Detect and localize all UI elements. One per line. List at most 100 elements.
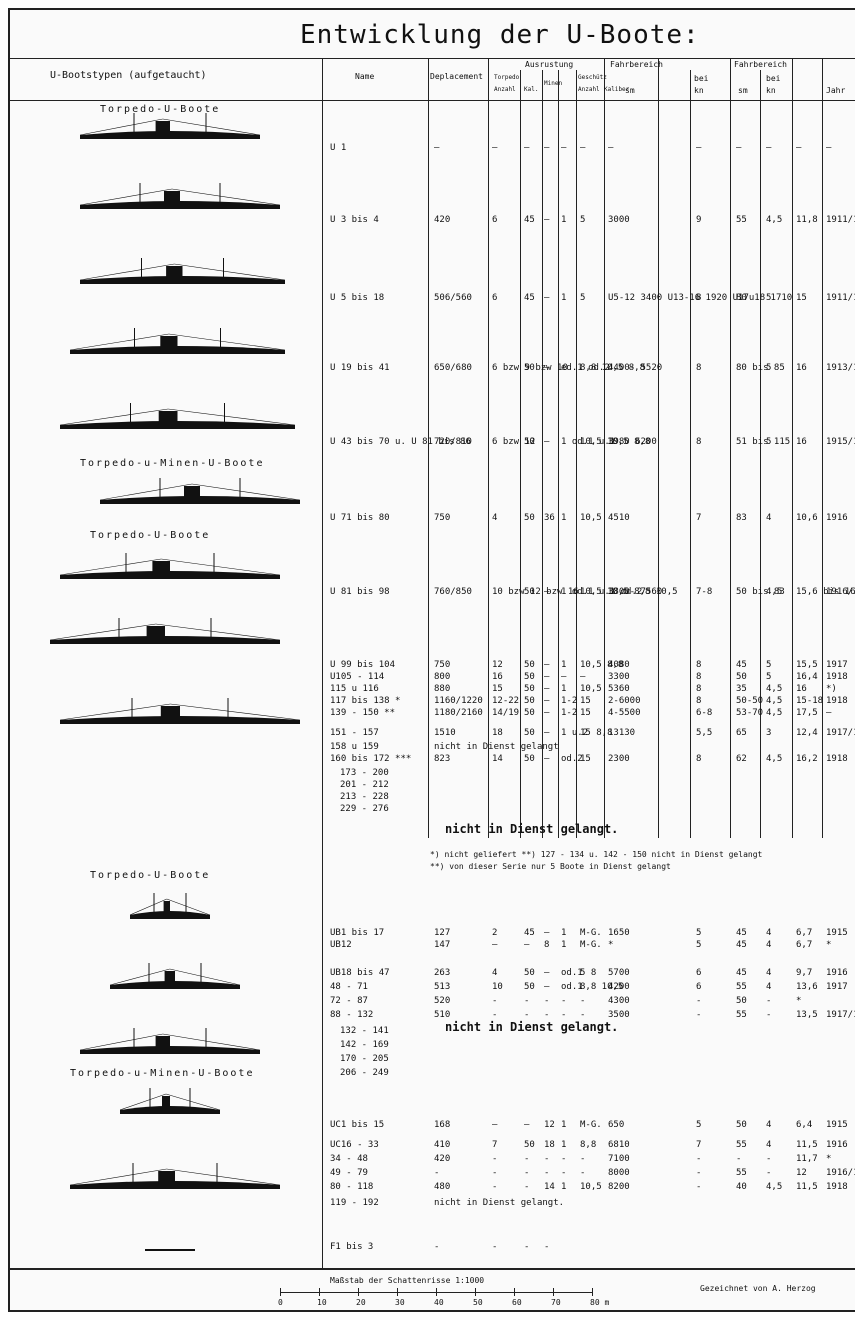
col-divider-speed — [730, 58, 731, 838]
row-cell: 80 bis 85 — [736, 363, 785, 373]
row-name: 80 - 118 — [330, 1182, 374, 1192]
row-cell: od.1 — [561, 968, 583, 978]
row-displacement: 1180/2160 — [434, 708, 483, 718]
row-cell: 16 — [796, 684, 807, 694]
row-cell: 50-50 — [736, 696, 764, 706]
row-cell: 4 — [766, 1140, 772, 1150]
row-cell: 1918 — [826, 1182, 848, 1192]
row-cell: od.1 — [561, 982, 583, 992]
row-cell: 45 — [736, 928, 747, 938]
row-cell: 17,5 — [796, 708, 818, 718]
row-cell: 1-2 — [561, 708, 578, 718]
row-cell: 4 — [766, 968, 772, 978]
row-name: 206 - 249 — [340, 1068, 389, 1078]
row-cell: - — [544, 1154, 550, 1164]
scale-caption: Maßstab der Schattenrisse 1:1000 — [330, 1276, 485, 1285]
row-cell: 4,5 — [766, 684, 783, 694]
header-range-kn: kn — [694, 86, 704, 95]
scale-tick-label: 50 — [473, 1298, 483, 1307]
col-divider-disp — [488, 58, 489, 838]
row-cell: 8,8 10,5 — [580, 982, 624, 992]
row-cell: - — [561, 996, 567, 1006]
row-cell: 45 — [736, 940, 747, 950]
row-cell: - — [736, 1154, 742, 1164]
row-cell: — — [826, 143, 832, 153]
row-cell: 1 — [561, 1182, 567, 1192]
row-cell: 9,7 — [796, 968, 813, 978]
row-cell: — — [561, 672, 567, 682]
row-cell: 6-8 — [696, 708, 713, 718]
row-name: 119 - 192 — [330, 1198, 379, 1208]
uboat-silhouette — [80, 258, 286, 284]
row-cell: 1 — [561, 513, 567, 523]
row-displacement: 750 — [434, 660, 451, 670]
row-name: 173 - 200 — [340, 768, 389, 778]
row-cell: 1 — [561, 293, 567, 303]
scale-tick-label: 20 — [356, 1298, 366, 1307]
row-cell: 55 — [736, 1140, 747, 1150]
row-cell: 50 — [524, 728, 535, 738]
row-cell: 9 — [696, 215, 702, 225]
row-name: 151 - 157 — [330, 728, 379, 738]
row-displacement: 513 — [434, 982, 451, 992]
row-cell: 4 — [492, 968, 498, 978]
row-cell: - — [696, 996, 702, 1006]
row-cell: 1 — [561, 684, 567, 694]
row-cell: 1 — [561, 928, 567, 938]
row-cell: 50 — [524, 437, 535, 447]
row-cell: 50 — [524, 513, 535, 523]
row-cell: 1 u.2 — [561, 728, 589, 738]
row-cell: 8 — [544, 940, 550, 950]
row-cell: 65 — [736, 728, 747, 738]
row-name: 170 - 205 — [340, 1054, 389, 1064]
row-cell: 1-2 — [561, 696, 578, 706]
col-divider-skn — [760, 70, 761, 838]
row-cell: 50 — [524, 660, 535, 670]
row-cell: 16,4 — [796, 672, 818, 682]
scale-tick-label: 30 — [395, 1298, 405, 1307]
row-cell: — — [492, 940, 498, 950]
row-name: U 1 — [330, 143, 347, 153]
row-cell: * — [796, 996, 802, 1006]
row-name: U 71 bis 80 — [330, 513, 390, 523]
row-cell: 1917/18 — [826, 1010, 855, 1020]
row-name: 49 - 79 — [330, 1168, 368, 1178]
row-cell: 11,7 — [796, 1154, 818, 1164]
uboat-silhouette — [120, 1088, 221, 1114]
row-cell: 1916/17 — [826, 587, 855, 597]
row-cell: - — [696, 1168, 702, 1178]
row-cell: *) — [826, 684, 837, 694]
row-cell: 1918 — [826, 672, 848, 682]
header-types: U-Bootstypen (aufgetaucht) — [50, 70, 207, 81]
row-cell: 1 od.1 u.1 — [561, 437, 616, 447]
row-name: 117 bis 138 * — [330, 696, 401, 706]
row-cell: 11,5 — [796, 1182, 818, 1192]
row-cell: — — [524, 143, 530, 153]
row-displacement: 420 — [434, 215, 451, 225]
row-cell: 1913/15 — [826, 363, 855, 373]
row-cell: 8000 — [608, 1168, 630, 1178]
row-cell: 50 — [736, 672, 747, 682]
row-cell: 55 — [736, 1168, 747, 1178]
row-cell: 6 bzw 12 — [492, 437, 536, 447]
row-cell: 3500 — [608, 1010, 630, 1020]
row-cell: — — [544, 215, 550, 225]
col-divider-tcal — [542, 70, 543, 838]
row-displacement: - — [434, 1168, 440, 1178]
row-cell: — — [766, 143, 772, 153]
row-cell: - — [492, 1010, 498, 1020]
header-torpedo-cal: Kal. — [524, 86, 539, 93]
row-cell: 10 bzw 12 bzw 16 — [492, 587, 579, 597]
uboat-silhouette — [70, 1163, 281, 1189]
row-cell: 4 — [766, 940, 772, 950]
row-cell: — — [492, 143, 498, 153]
row-cell: - — [524, 1168, 530, 1178]
header-range-sm: sm — [625, 86, 635, 95]
row-cell: U5-12 3400 U13-16 1920 U17u18 1710 — [608, 293, 793, 303]
row-cell: 5 — [696, 1120, 702, 1130]
signature: Gezeichnet von A. Herzog — [700, 1284, 816, 1293]
row-cell: 2 — [492, 928, 498, 938]
row-name: U 19 bis 41 — [330, 363, 390, 373]
row-displacement: 420 — [434, 1154, 451, 1164]
row-cell: — — [544, 928, 550, 938]
